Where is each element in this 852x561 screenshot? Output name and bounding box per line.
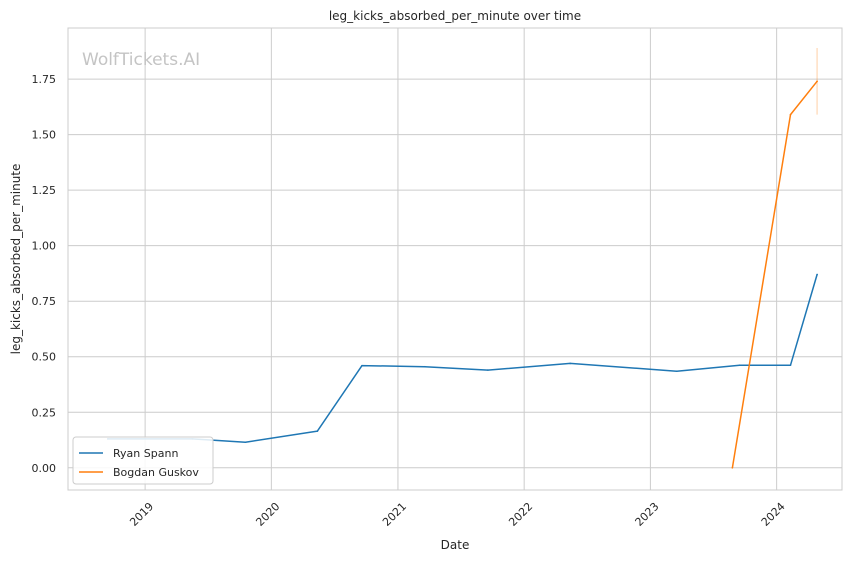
y-tick-label: 0.75 (32, 295, 57, 308)
legend: Ryan Spann Bogdan Guskov (72, 436, 214, 485)
y-tick-label: 1.75 (32, 73, 57, 86)
data-point-bogdan-guskov (789, 113, 792, 116)
y-tick-label: 1.25 (32, 184, 57, 197)
y-tick-label: 0.00 (32, 462, 57, 475)
x-tick-labels: 2019 2020 2021 2022 2023 2024 (127, 500, 788, 529)
y-tick-label: 0.50 (32, 351, 57, 364)
y-tick-labels: 0.00 0.25 0.50 0.75 1.00 1.25 1.50 1.75 (32, 73, 57, 475)
data-point-ryan-spann (361, 364, 363, 367)
x-tick-label: 2024 (759, 500, 788, 529)
watermark: WolfTickets.AI (82, 50, 200, 70)
x-tick-label: 2020 (253, 500, 282, 529)
data-point-ryan-spann (487, 369, 489, 371)
y-axis-label: leg_kicks_absorbed_per_minute (9, 164, 23, 355)
grid (68, 28, 842, 490)
y-tick-label: 1.50 (32, 129, 57, 142)
data-point-ryan-spann (244, 441, 247, 444)
plot-frame (67, 27, 843, 491)
data-point-bogdan-guskov (731, 466, 734, 469)
chart-title: leg_kicks_absorbed_per_minute over time (329, 9, 581, 23)
plot-background (68, 28, 842, 490)
series-layer (106, 47, 818, 469)
legend-label-bogdan-guskov: Bogdan Guskov (113, 466, 199, 479)
data-point-ryan-spann (316, 430, 319, 432)
x-tick-label: 2022 (506, 500, 535, 529)
data-point-ryan-spann (816, 273, 818, 276)
data-point-bogdan-guskov (816, 80, 818, 83)
data-point-ryan-spann (569, 362, 571, 365)
data-point-ryan-spann (738, 364, 741, 366)
series-line-ryan-spann (107, 273, 818, 443)
data-point-ryan-spann (675, 370, 678, 372)
x-tick-label: 2019 (127, 500, 156, 529)
legend-label-ryan-spann: Ryan Spann (113, 447, 178, 460)
x-tick-label: 2021 (380, 500, 409, 529)
legend-frame (72, 436, 214, 485)
x-tick-label: 2023 (633, 500, 662, 529)
x-axis-label: Date (441, 538, 470, 552)
y-tick-label: 1.00 (32, 240, 57, 253)
y-tick-label: 0.25 (32, 406, 57, 419)
data-point-ryan-spann (789, 364, 792, 366)
data-point-ryan-spann (424, 365, 426, 368)
